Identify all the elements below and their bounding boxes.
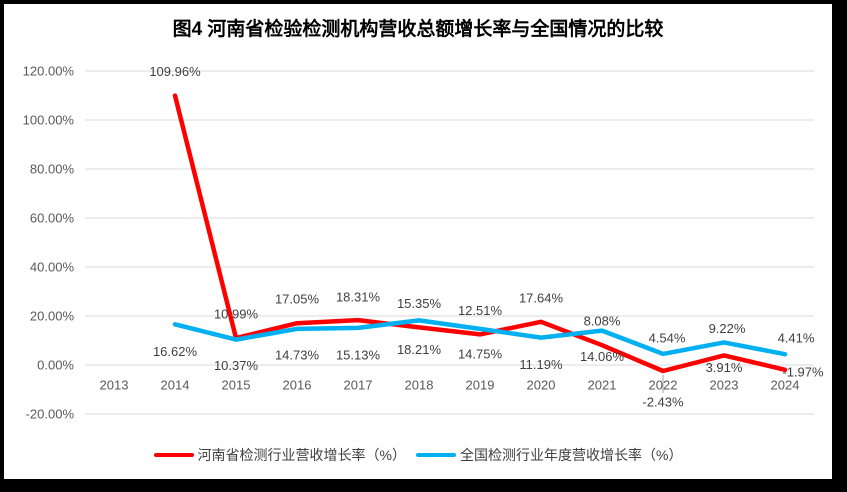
data-label: 11.19% — [519, 357, 563, 372]
data-label: 12.51% — [458, 303, 503, 318]
x-axis-tick-label: 2020 — [527, 378, 556, 393]
x-axis-tick-label: 2017 — [344, 378, 373, 393]
data-label: -1.97% — [782, 364, 824, 379]
data-label: 10.37% — [214, 358, 259, 373]
data-label: 4.54% — [649, 330, 686, 345]
y-axis-tick-label: -20.00% — [26, 407, 75, 422]
legend-line-swatch-blue — [416, 452, 456, 458]
legend-label-national: 全国检测行业年度营收增长率（%） — [460, 447, 683, 463]
legend-item-henan: 河南省检测行业营收增长率（%） — [153, 445, 406, 465]
data-label: 4.41% — [778, 331, 815, 346]
series-line-1 — [172, 318, 788, 357]
y-axis-tick-label: 60.00% — [30, 211, 75, 226]
data-label: 18.31% — [336, 290, 381, 305]
series-line-0 — [172, 93, 788, 374]
x-axis-tick-label: 2023 — [710, 378, 739, 393]
x-axis-tick-label: 2024 — [771, 378, 800, 393]
x-axis-tick-label: 2014 — [161, 378, 190, 393]
y-axis-tick-label: 100.00% — [23, 113, 75, 128]
data-label: 14.75% — [458, 346, 503, 361]
legend-label-henan: 河南省检测行业营收增长率（%） — [197, 447, 406, 463]
x-axis-tick-label: 2018 — [405, 378, 434, 393]
chart-title: 图4 河南省检验检测机构营收总额增长率与全国情况的比较 — [172, 19, 664, 40]
y-axis-tick-label: 0.00% — [37, 358, 74, 373]
x-axis-tick-label: 2019 — [466, 378, 495, 393]
legend-line-swatch-red — [153, 452, 194, 458]
chart-canvas — [4, 4, 832, 479]
x-axis-tick-label: 2013 — [100, 378, 129, 393]
data-label: 14.73% — [275, 347, 320, 362]
y-axis-tick-label: 40.00% — [30, 260, 75, 275]
data-label: 17.05% — [275, 292, 320, 307]
data-label: 15.35% — [397, 296, 442, 311]
x-axis-tick-label: 2015 — [222, 378, 251, 393]
data-label: 9.22% — [709, 321, 746, 336]
data-label: 17.64% — [519, 290, 564, 305]
chart-legend: 河南省检测行业营收增长率（%） 全国检测行业年度营收增长率（%） — [4, 445, 832, 465]
data-label: 8.08% — [584, 314, 621, 329]
data-label: 3.91% — [706, 360, 743, 375]
data-label: 109.96% — [149, 64, 201, 79]
data-label: -2.43% — [642, 394, 684, 409]
y-axis-tick-label: 80.00% — [30, 162, 75, 177]
y-axis-tick-label: 120.00% — [23, 64, 75, 79]
data-label: 15.13% — [336, 347, 381, 362]
data-label: 18.21% — [397, 342, 442, 357]
y-axis-tick-label: 20.00% — [30, 309, 75, 324]
data-label: 16.62% — [153, 344, 198, 359]
data-label: 14.06% — [580, 349, 625, 364]
legend-item-national: 全国检测行业年度营收增长率（%） — [416, 445, 682, 465]
data-label: 10.99% — [214, 307, 259, 322]
x-axis-tick-label: 2016 — [283, 378, 312, 393]
x-axis-tick-label: 2021 — [588, 378, 617, 393]
